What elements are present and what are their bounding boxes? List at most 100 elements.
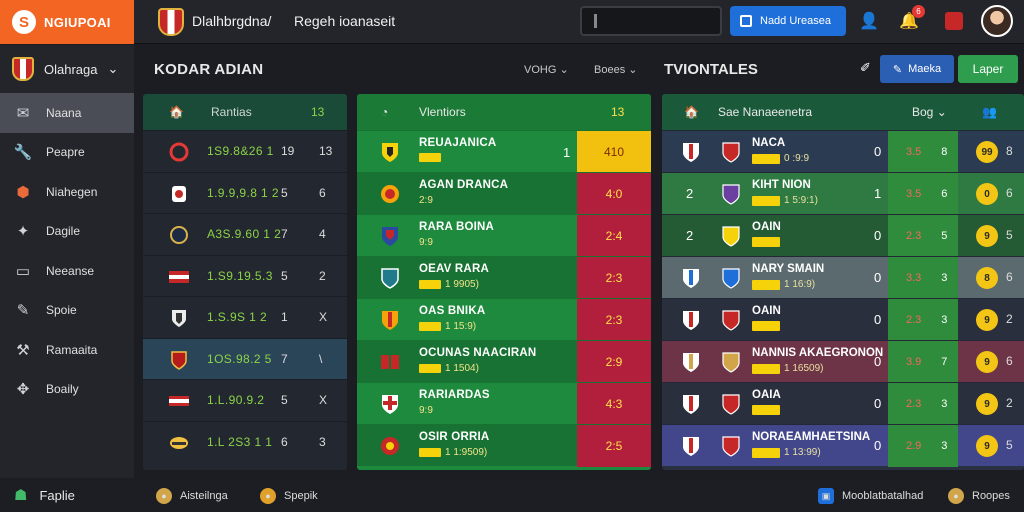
points-badge[interactable]: 9 [976, 309, 998, 331]
bottom-item-label: Spepik [284, 490, 318, 502]
sidebar-item-1[interactable]: 🔧 Peapre [0, 133, 134, 173]
sidebar-footer-item[interactable]: ☗ Faplie [0, 478, 134, 512]
odds-cell[interactable]: 3.5 8 [888, 131, 958, 173]
points-badge[interactable]: 99 [976, 141, 998, 163]
odds-cell[interactable]: 2.3 5 [888, 215, 958, 257]
team-meta-text: 1 16:9) [784, 279, 816, 290]
table-row[interactable]: 1.S9.19.5.3 5 2 [143, 254, 347, 297]
odds-value: 1.9.9,9.8 1 2 [207, 185, 279, 200]
standings-row[interactable]: NARY SMAIN 1 16:9) 0 3.3 3 8 6 [662, 256, 1024, 299]
team-name: OAIA [752, 389, 781, 401]
sidebar-item-6[interactable]: ⚒ Ramaaita [0, 330, 134, 370]
table-row[interactable]: 1OS.98.2 5 7 \ [143, 337, 347, 379]
points-badge[interactable]: 9 [976, 435, 998, 457]
price-cell[interactable]: 2:3 [577, 299, 651, 341]
standings-row[interactable]: 2 KIHT NION 1 5:9:1) 1 3.5 6 0 6 [662, 172, 1024, 215]
brand[interactable]: S NGIUPOAI [0, 0, 134, 44]
odds-value: 2.9 [906, 440, 922, 452]
tool-icon: ⚒ [16, 341, 30, 359]
pin-icon[interactable]: ✐ [860, 60, 871, 75]
match-row[interactable]: RARIARDAS 9:9 4:3 [357, 382, 651, 425]
cell-value: 4 [319, 227, 326, 241]
odds-count: 3 [941, 398, 948, 410]
match-row[interactable]: OCUNAS NAACIRAN 1 1504) 2:9 [357, 340, 651, 383]
table-row[interactable]: 1.9.9,9.8 1 2 5 6 [143, 171, 347, 214]
table-row[interactable]: 1.L.90.9.2 5 X [143, 379, 347, 421]
home-icon[interactable]: 🏠 [169, 105, 184, 119]
green-action-button[interactable]: Laper [958, 55, 1018, 83]
tag-icon [752, 153, 780, 164]
search-input[interactable] [580, 6, 722, 36]
match-row[interactable]: OAS BNIKA 1 15:9) 2:3 [357, 298, 651, 341]
team-meta-text: 1 5:9:1) [784, 195, 818, 206]
sidebar-item-2[interactable]: ⬢ Niahegen [0, 172, 134, 212]
price-cell[interactable]: 4:0 [577, 173, 651, 215]
match-row[interactable]: RARA BOINA 9:9 2:4 [357, 214, 651, 257]
sidebar-item-7[interactable]: ✥ Boaily [0, 370, 134, 410]
price-cell[interactable]: 2:5 [577, 425, 651, 467]
home-icon[interactable]: 🏠 [684, 105, 699, 119]
league-selector[interactable]: Olahraga ⌄ [0, 45, 134, 93]
bottom-item-label: Aisteilnga [180, 490, 228, 502]
standings-row[interactable]: NANNIS AKAEGRONON 1 16509) 0 3.9 7 9 6 [662, 340, 1024, 383]
odds-cell[interactable]: 3.9 7 [888, 341, 958, 383]
points-badge[interactable]: 9 [976, 351, 998, 373]
price-cell[interactable]: 4:3 [577, 383, 651, 425]
price-cell[interactable]: 2:3 [577, 257, 651, 299]
bottom-item-4[interactable]: ● Roopes [948, 488, 1010, 504]
clock-icon[interactable]: ◔ [381, 105, 389, 119]
standings-row[interactable]: OAIN 0 2.3 3 9 2 [662, 298, 1024, 341]
panel-header-dropdown[interactable]: Bog ⌄ [912, 105, 947, 119]
pen-icon: ✎ [16, 302, 30, 320]
user-icon[interactable]: 👤 [859, 13, 879, 30]
points-badge[interactable]: 9 [976, 393, 998, 415]
bottom-item-3[interactable]: ▣ Mooblatbatalhad [818, 488, 923, 504]
coin-icon: ● [156, 488, 172, 504]
table-row[interactable]: A3S.9.60 1 2 7 4 [143, 213, 347, 255]
panel-header-label: Vlentiors [419, 105, 466, 119]
price-cell[interactable]: 2:9 [577, 341, 651, 383]
points-badge[interactable]: 8 [976, 267, 998, 289]
table-row[interactable]: 1S9.8&26 1 19 13 [143, 130, 347, 172]
odds-cell[interactable]: 3.5 6 [888, 173, 958, 215]
avatar[interactable] [981, 5, 1013, 37]
sidebar-item-0[interactable]: ✉ Naana [0, 93, 134, 133]
standings-row[interactable]: OAIA 0 2.3 3 9 2 [662, 382, 1024, 425]
settings-icon[interactable] [942, 9, 966, 33]
match-row[interactable]: OSIR ORRIA 1 1:9509) 2:5 [357, 424, 651, 467]
brand-name: NGIUPOAI [44, 14, 111, 30]
bell-icon[interactable]: 🔔 [899, 13, 919, 30]
standings-row[interactable]: NACA 0 :9:9 0 3.5 8 99 8 [662, 130, 1024, 173]
match-row[interactable]: REUAJANICA 1 410 [357, 130, 651, 173]
standings-row[interactable]: NORAEAMHAETSINA 1 13:99) 0 2.9 3 9 5 [662, 424, 1024, 467]
table-row[interactable]: 1.S.9S 1 2 1 X [143, 296, 347, 338]
bottom-item-2[interactable]: ● Spepik [260, 488, 318, 504]
match-row[interactable]: OEAV RARA 1 9905) 2:3 [357, 256, 651, 299]
team-name: OAIN [752, 221, 781, 233]
price-cell[interactable]: 2:4 [577, 215, 651, 257]
odds-cell[interactable]: 2.9 3 [888, 425, 958, 467]
standings-row[interactable]: 2 OAIN 0 2.3 5 9 5 [662, 214, 1024, 257]
match-row[interactable]: AGAN DRANCA 2:9 4:0 [357, 172, 651, 215]
odds-cell[interactable]: 2.3 3 [888, 299, 958, 341]
team-logo-icon [170, 436, 188, 449]
price-cell[interactable]: 410 [577, 131, 651, 173]
filter-dropdown-2[interactable]: Boees ⌄ [594, 63, 637, 76]
points-badge[interactable]: 0 [976, 183, 998, 205]
users-icon[interactable]: 👥 [982, 105, 997, 119]
cell-value: 6 [281, 434, 288, 449]
bottom-item-1[interactable]: ● Aisteilnga [156, 488, 228, 504]
odds-cell[interactable]: 3.3 3 [888, 257, 958, 299]
table-row[interactable]: 1.L 2S3 1 1 6 3 [143, 420, 347, 463]
blue-action-button[interactable]: ✎ Maeka [880, 55, 954, 83]
sidebar-item-4[interactable]: ▭ Neeanse [0, 251, 134, 291]
odds-cell[interactable]: 2.3 3 [888, 383, 958, 425]
cell-value: 7 [281, 351, 288, 366]
primary-action-button[interactable]: Nadd Ureasea [730, 6, 846, 36]
points-badge[interactable]: 9 [976, 225, 998, 247]
filter-dropdown-1[interactable]: VOHG ⌄ [524, 63, 569, 76]
sidebar-item-5[interactable]: ✎ Spoie [0, 291, 134, 331]
match-meta: 9:9 [419, 237, 433, 248]
sidebar-item-3[interactable]: ✦ Dagile [0, 212, 134, 252]
top-bar: S NGIUPOAI Dlalhbrgdna/ Regeh ioanaseit … [0, 0, 1024, 44]
